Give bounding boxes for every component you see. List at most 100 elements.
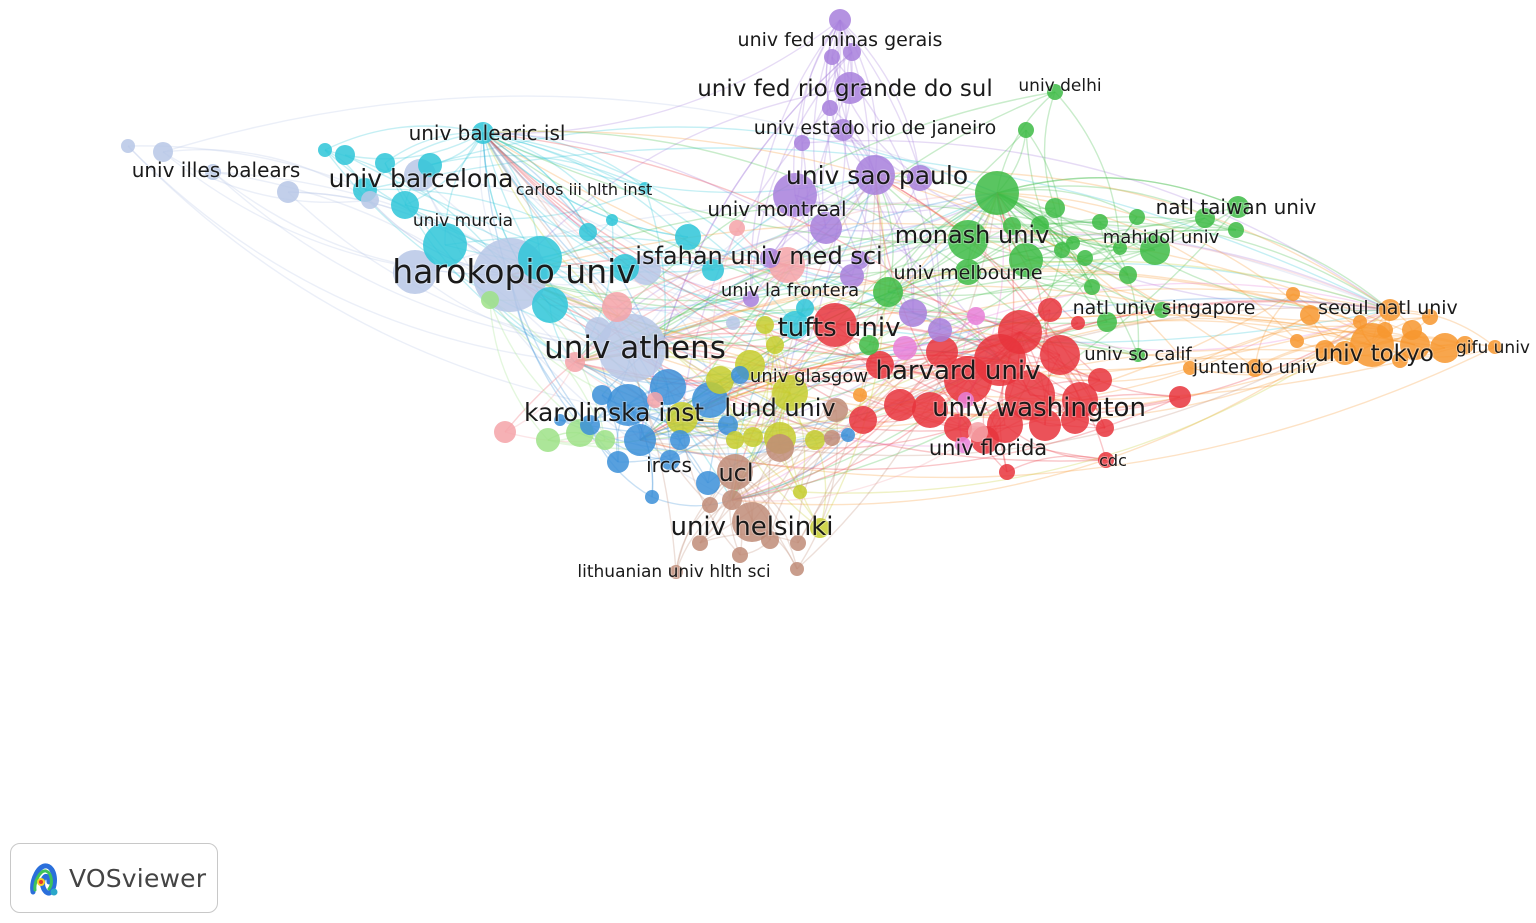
label-univ-delhi[interactable]: univ delhi — [1017, 75, 1102, 97]
network-node[interactable] — [1018, 122, 1034, 138]
network-node[interactable] — [1246, 359, 1264, 377]
network-node[interactable] — [855, 155, 895, 195]
network-node[interactable] — [866, 351, 894, 379]
network-node[interactable] — [1005, 370, 1055, 420]
network-node[interactable] — [607, 451, 629, 473]
network-node[interactable] — [853, 388, 867, 402]
label-tufts-univ[interactable]: tufts univ — [777, 312, 902, 344]
network-node[interactable] — [824, 49, 840, 65]
network-node[interactable] — [375, 153, 395, 173]
network-node[interactable] — [1228, 222, 1244, 238]
network-node[interactable] — [729, 220, 745, 236]
label-natl-taiwan-univ[interactable]: natl taiwan univ — [1155, 194, 1318, 220]
network-node[interactable] — [843, 43, 861, 61]
network-node[interactable] — [536, 428, 560, 452]
network-node[interactable] — [1113, 241, 1127, 255]
network-node[interactable] — [565, 352, 585, 372]
network-node[interactable] — [391, 191, 419, 219]
network-node[interactable] — [666, 402, 698, 434]
network-node[interactable] — [1315, 340, 1335, 360]
network-node[interactable] — [790, 562, 804, 576]
network-node[interactable] — [692, 535, 708, 551]
label-gifu-univ[interactable]: gifu univ — [1455, 337, 1531, 359]
label-univ-fed-minas-gerais[interactable]: univ fed minas gerais — [737, 28, 944, 52]
network-node[interactable] — [585, 317, 611, 343]
network-node[interactable] — [518, 236, 562, 280]
network-node[interactable] — [1031, 216, 1049, 234]
network-node[interactable] — [849, 406, 877, 434]
network-node[interactable] — [1353, 315, 1367, 329]
network-node[interactable] — [1071, 316, 1085, 330]
label-univ-florida[interactable]: univ florida — [928, 435, 1048, 461]
label-univ-illes-balears[interactable]: univ illes balears — [131, 157, 302, 183]
network-node[interactable] — [781, 311, 809, 339]
label-isfahan-univ-med-sci[interactable]: isfahan univ med sci — [634, 241, 883, 271]
network-node[interactable] — [1195, 208, 1215, 228]
network-node[interactable] — [732, 502, 772, 542]
network-node[interactable] — [1077, 250, 1093, 266]
label-juntendo-univ[interactable]: juntendo univ — [1191, 356, 1318, 379]
network-node[interactable] — [766, 434, 794, 462]
network-node[interactable] — [361, 191, 379, 209]
network-node[interactable] — [580, 415, 600, 435]
network-node[interactable] — [702, 497, 718, 513]
label-seoul-natl-univ[interactable]: seoul natl univ — [1317, 296, 1459, 320]
network-node[interactable] — [624, 424, 656, 456]
network-node[interactable] — [606, 214, 618, 226]
network-node[interactable] — [660, 450, 680, 470]
network-node[interactable] — [794, 135, 810, 151]
network-node[interactable] — [1088, 368, 1112, 392]
label-univ-glasgow[interactable]: univ glasgow — [749, 365, 869, 388]
network-node[interactable] — [335, 145, 355, 165]
network-node[interactable] — [928, 318, 952, 342]
label-natl-univ-singapore[interactable]: natl univ singapore — [1072, 296, 1257, 320]
label-lund-univ[interactable]: lund univ — [723, 393, 836, 423]
network-node[interactable] — [726, 431, 744, 449]
network-node[interactable] — [948, 220, 988, 260]
network-node[interactable] — [318, 143, 332, 157]
label-univ-balearic-isl[interactable]: univ balearic isl — [408, 120, 567, 146]
network-node[interactable] — [1430, 333, 1460, 363]
label-lithuanian-univ-hlth-sci[interactable]: lithuanian univ hlth sci — [576, 561, 771, 583]
network-node[interactable] — [731, 366, 749, 384]
network-node[interactable] — [859, 335, 879, 355]
network-node[interactable] — [743, 291, 759, 307]
network-node[interactable] — [1084, 279, 1100, 295]
network-node[interactable] — [598, 314, 666, 382]
label-univ-tokyo[interactable]: univ tokyo — [1313, 340, 1435, 368]
label-cdc[interactable]: cdc — [1098, 450, 1128, 471]
network-node[interactable] — [277, 181, 299, 203]
network-node[interactable] — [1169, 386, 1191, 408]
network-node[interactable] — [647, 392, 663, 408]
network-node[interactable] — [999, 464, 1015, 480]
network-node[interactable] — [829, 9, 851, 31]
network-node[interactable] — [884, 389, 916, 421]
network-node[interactable] — [631, 255, 661, 285]
network-node[interactable] — [732, 547, 748, 563]
network-node[interactable] — [1140, 235, 1170, 265]
network-node[interactable] — [1009, 243, 1043, 277]
network-node[interactable] — [824, 398, 848, 422]
label-univ-murcia[interactable]: univ murcia — [412, 210, 514, 232]
network-node[interactable] — [790, 535, 806, 551]
network-node[interactable] — [1097, 312, 1117, 332]
network-node[interactable] — [975, 171, 1019, 215]
network-node[interactable] — [153, 142, 173, 162]
network-node[interactable] — [1119, 266, 1137, 284]
network-node[interactable] — [772, 375, 808, 411]
label-univ-la-frontera[interactable]: univ la frontera — [720, 279, 860, 302]
network-node[interactable] — [1300, 305, 1320, 325]
network-node[interactable] — [1227, 196, 1249, 218]
network-node[interactable] — [726, 316, 740, 330]
network-node[interactable] — [717, 454, 753, 490]
network-node[interactable] — [706, 366, 734, 394]
network-node[interactable] — [472, 122, 494, 144]
network-node[interactable] — [675, 224, 701, 250]
label-univ-so-calif[interactable]: univ so calif — [1083, 343, 1193, 366]
network-node[interactable] — [1183, 361, 1197, 375]
label-univ-barcelona[interactable]: univ barcelona — [328, 163, 515, 194]
network-node[interactable] — [602, 292, 632, 322]
network-node[interactable] — [670, 430, 690, 450]
network-node[interactable] — [592, 385, 612, 405]
network-node[interactable] — [1129, 209, 1145, 225]
